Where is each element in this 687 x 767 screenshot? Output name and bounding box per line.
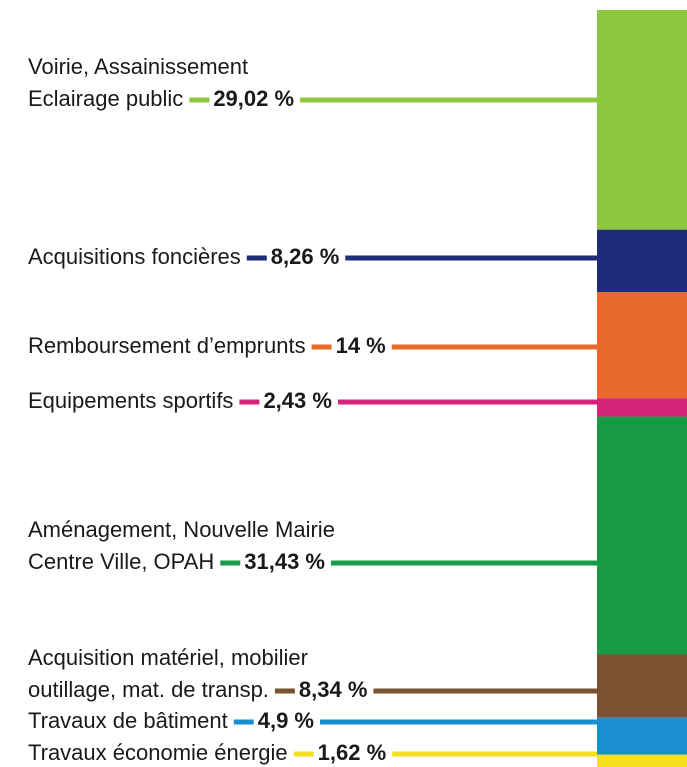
category-label: Travaux économie énergie — [28, 740, 288, 765]
value-label: 1,62 % — [318, 740, 387, 765]
category-label: Acquisition matériel, mobilier — [28, 645, 308, 670]
bar-segment — [597, 717, 687, 755]
value-label: 31,43 % — [244, 549, 325, 574]
bar-segment — [597, 654, 687, 718]
bar-segment — [597, 10, 687, 230]
category-label: Eclairage public — [28, 86, 183, 111]
category-label: Equipements sportifs — [28, 388, 233, 413]
value-label: 14 % — [336, 333, 386, 358]
value-label: 4,9 % — [258, 708, 314, 733]
value-label: 8,26 % — [271, 244, 340, 269]
bar-segment — [597, 292, 687, 399]
category-label: Voirie, Assainissement — [28, 54, 248, 79]
category-label: Remboursement d’emprunts — [28, 333, 306, 358]
category-label: Travaux de bâtiment — [28, 708, 228, 733]
category-label: Acquisitions foncières — [28, 244, 241, 269]
value-label: 8,34 % — [299, 677, 368, 702]
category-label: Centre Ville, OPAH — [28, 549, 214, 574]
value-label: 29,02 % — [213, 86, 294, 111]
category-label: Aménagement, Nouvelle Mairie — [28, 517, 335, 542]
category-label: outillage, mat. de transp. — [28, 677, 269, 702]
bar-segment — [597, 398, 687, 417]
bar-segment — [597, 754, 687, 767]
value-label: 2,43 % — [263, 388, 332, 413]
bar-segment — [597, 229, 687, 293]
bar-segment — [597, 416, 687, 655]
